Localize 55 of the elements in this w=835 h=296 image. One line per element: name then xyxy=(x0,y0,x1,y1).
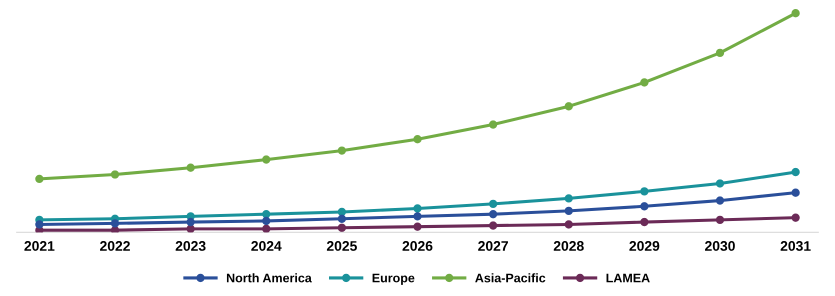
point xyxy=(262,224,270,232)
point xyxy=(564,194,573,203)
point xyxy=(186,224,195,232)
point xyxy=(338,224,346,232)
point xyxy=(716,48,724,58)
x-tick-label: 2031 xyxy=(780,241,811,251)
point xyxy=(488,210,498,218)
point xyxy=(488,200,498,208)
x-tick-label: 2028 xyxy=(554,241,584,251)
point xyxy=(186,218,195,226)
legend-label: North America xyxy=(226,273,312,282)
point xyxy=(488,120,498,129)
legend-label: Europe xyxy=(372,274,414,285)
point xyxy=(413,135,422,144)
x-tick-label: 2022 xyxy=(100,241,130,251)
point xyxy=(640,202,649,210)
point xyxy=(791,188,800,197)
point xyxy=(640,187,649,196)
x-tick-label: 2026 xyxy=(402,241,432,251)
point xyxy=(338,146,346,155)
point xyxy=(413,204,422,213)
point xyxy=(716,179,724,188)
point xyxy=(110,219,120,228)
point xyxy=(413,212,422,221)
x-tick-label: 2027 xyxy=(478,241,508,251)
point xyxy=(262,216,270,226)
point xyxy=(262,155,270,164)
point xyxy=(262,210,270,218)
point xyxy=(791,9,800,18)
x-tick-label: 2023 xyxy=(176,241,206,251)
point xyxy=(791,214,800,222)
x-tick-label: 2025 xyxy=(326,241,357,251)
point xyxy=(564,220,573,229)
point xyxy=(413,222,422,231)
point xyxy=(110,226,120,232)
point xyxy=(564,102,573,111)
point xyxy=(716,216,724,224)
point xyxy=(640,78,649,87)
point xyxy=(338,208,346,216)
legend-label: LAMEA xyxy=(606,274,650,282)
x-tick-label: 2024 xyxy=(251,241,282,251)
legend-label: Asia-Pacific xyxy=(475,273,546,282)
x-tick-label: 2021 xyxy=(24,241,54,251)
point xyxy=(186,164,195,172)
point xyxy=(640,218,649,226)
point xyxy=(35,174,44,184)
x-tick-label: 2030 xyxy=(705,241,735,251)
point xyxy=(35,220,44,229)
point xyxy=(791,168,800,176)
x-tick-label: 2029 xyxy=(629,241,660,251)
point xyxy=(338,214,346,223)
point xyxy=(488,221,498,230)
point xyxy=(110,170,120,179)
point xyxy=(564,206,573,216)
point xyxy=(716,196,724,205)
